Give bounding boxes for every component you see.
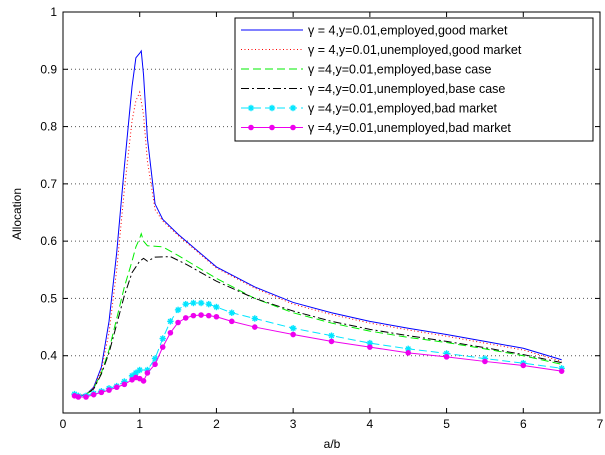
y-tick-label: 0.6 bbox=[40, 234, 57, 248]
legend-label: γ =4,y=0.01,employed,bad market bbox=[308, 102, 498, 116]
legend-label: γ =4,y=0.01,unemployed,base case bbox=[308, 82, 505, 96]
data-point-star bbox=[405, 345, 412, 353]
legend-label: γ =4,y=0.01,unemployed,bad market bbox=[308, 121, 511, 135]
y-tick-label: 0.4 bbox=[40, 349, 57, 363]
data-point-star bbox=[205, 300, 212, 308]
data-point-dot bbox=[159, 344, 166, 350]
y-tick-label: 1 bbox=[50, 5, 57, 19]
data-point-dot bbox=[75, 394, 82, 400]
data-point-dot bbox=[367, 344, 373, 350]
data-point-dot bbox=[167, 330, 174, 336]
data-point-star bbox=[182, 300, 189, 308]
legend-label: γ = 4,y=0.01,unemployed,good market bbox=[308, 43, 522, 57]
data-point-star bbox=[213, 303, 220, 311]
series-6 bbox=[71, 312, 565, 400]
data-point-star bbox=[251, 315, 258, 322]
data-point-dot bbox=[205, 312, 212, 319]
data-point-dot bbox=[144, 370, 151, 376]
data-point-dot bbox=[152, 361, 158, 368]
data-point-star bbox=[136, 366, 143, 374]
x-tick-label: 5 bbox=[443, 417, 450, 431]
data-point-star bbox=[366, 339, 374, 347]
legend-entry: γ =4,y=0.01,employed,bad market bbox=[241, 102, 498, 116]
x-axis-label: a/b bbox=[324, 437, 341, 451]
data-point-star bbox=[289, 104, 297, 112]
data-point-dot bbox=[106, 387, 112, 393]
y-tick-label: 0.9 bbox=[40, 62, 57, 76]
data-point-dot bbox=[213, 313, 220, 320]
x-tick-label: 0 bbox=[60, 417, 67, 431]
y-axis-label: Allocation bbox=[10, 188, 24, 240]
data-point-dot bbox=[290, 331, 296, 338]
data-point-dot bbox=[175, 319, 181, 326]
data-point-dot bbox=[290, 124, 296, 131]
data-point-star bbox=[167, 318, 174, 325]
data-point-star bbox=[174, 306, 182, 314]
x-tick-label: 3 bbox=[290, 417, 297, 431]
data-point-dot bbox=[198, 312, 204, 318]
x-tick-label: 1 bbox=[136, 417, 143, 431]
data-point-dot bbox=[558, 368, 565, 374]
data-point-dot bbox=[405, 350, 412, 356]
legend-label: γ = 4,y=0.01,employed,good market bbox=[308, 24, 508, 38]
data-point-dot bbox=[520, 362, 527, 369]
x-tick-label: 4 bbox=[367, 417, 374, 431]
data-point-dot bbox=[98, 389, 105, 396]
axes: 0 1 2 3 4 5 6 7 0.4 0.5 0.6 0.7 0.8 0.9 1 bbox=[40, 5, 603, 431]
data-point-dot bbox=[140, 378, 147, 384]
data-point-dot bbox=[269, 124, 275, 131]
data-point-star bbox=[289, 325, 297, 332]
series-4 bbox=[74, 256, 562, 397]
data-point-dot bbox=[328, 338, 335, 345]
data-point-star bbox=[247, 104, 255, 112]
y-tick-label: 0.8 bbox=[40, 120, 57, 134]
series-line bbox=[74, 256, 562, 397]
x-tick-label: 2 bbox=[213, 417, 220, 431]
data-point-dot bbox=[90, 391, 97, 398]
data-point-dot bbox=[190, 312, 197, 319]
legend-label: γ =4,y=0.01,employed,base case bbox=[308, 63, 492, 77]
data-point-dot bbox=[83, 394, 89, 400]
legend: γ = 4,y=0.01,employed,good market γ = 4,y… bbox=[234, 17, 594, 142]
data-point-dot bbox=[482, 358, 488, 365]
data-point-star bbox=[328, 332, 335, 339]
x-tick-label: 7 bbox=[597, 417, 604, 431]
plot-area bbox=[71, 49, 565, 400]
data-point-dot bbox=[443, 354, 450, 360]
data-point-star bbox=[268, 104, 276, 112]
legend-entry: γ =4,y=0.01,employed,base case bbox=[241, 63, 492, 77]
data-point-star bbox=[228, 309, 235, 316]
data-point-star bbox=[190, 299, 197, 307]
data-point-star bbox=[159, 335, 166, 342]
y-tick-label: 0.5 bbox=[40, 291, 57, 305]
legend-entry: γ = 4,y=0.01,employed,good market bbox=[241, 24, 508, 38]
data-point-dot bbox=[248, 124, 254, 131]
data-point-dot bbox=[182, 315, 189, 321]
legend-entry: γ =4,y=0.01,unemployed,base case bbox=[241, 82, 505, 96]
legend-entry: γ = 4,y=0.01,unemployed,good market bbox=[241, 43, 522, 57]
y-tick-label: 0.7 bbox=[40, 177, 57, 191]
data-point-star bbox=[197, 299, 205, 307]
legend-box bbox=[234, 17, 594, 142]
series-line bbox=[74, 49, 562, 397]
data-point-dot bbox=[251, 324, 258, 330]
data-point-dot bbox=[228, 318, 235, 325]
x-tick-label: 6 bbox=[520, 417, 527, 431]
legend-entry: γ =4,y=0.01,unemployed,bad market bbox=[241, 121, 511, 135]
data-point-dot bbox=[113, 384, 120, 391]
series-1 bbox=[74, 49, 562, 397]
plot-frame bbox=[62, 11, 601, 414]
data-point-dot bbox=[121, 381, 128, 388]
